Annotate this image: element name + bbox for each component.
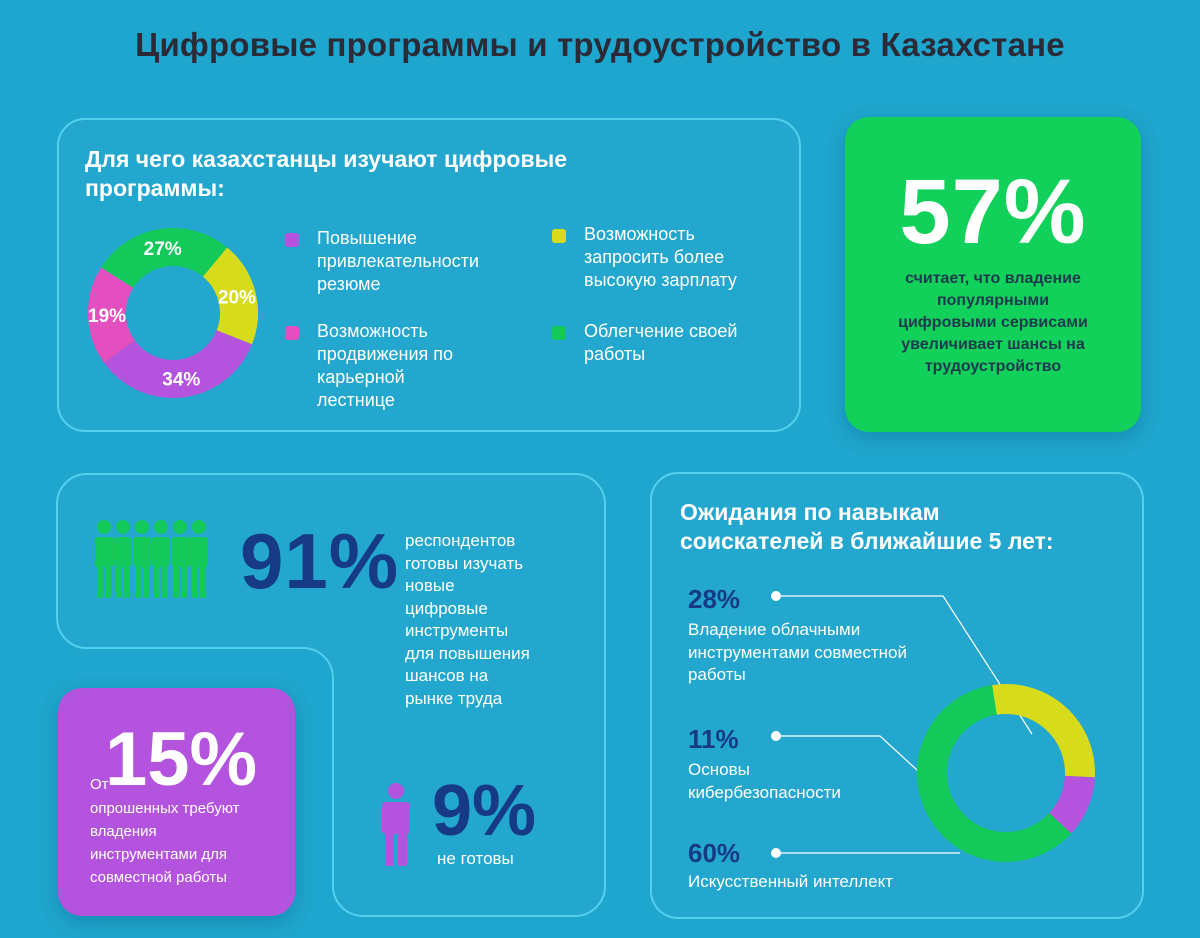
purple-stat-prefix: От (90, 776, 109, 793)
green-text-line: популярными (936, 292, 1050, 309)
person-figure (171, 520, 189, 598)
green-text-line: увеличивает шансы на (901, 336, 1085, 353)
purpose-heading-line2: программы: (85, 175, 225, 201)
not-ready-label: не готовы (437, 849, 514, 868)
person-figure (152, 520, 170, 598)
donut-slice (917, 685, 1072, 862)
legend-line: продвижения по (317, 344, 454, 364)
person-figure (133, 520, 151, 598)
skill-ai-pct: 60% (688, 838, 741, 868)
ready-text-line: готовы изучать (405, 553, 524, 573)
skill-cyber-label: Основы кибербезопасности (688, 759, 841, 804)
legend-line: резюме (317, 274, 381, 294)
legend-line: Повышение (317, 228, 417, 248)
donut-slice (1048, 775, 1095, 834)
donut-slice-label: 19% (88, 306, 126, 327)
purpose-panel (57, 118, 801, 432)
donut-slice (88, 267, 136, 363)
ready-text-line: рынке труда (405, 688, 503, 708)
people-group-icon (95, 520, 208, 598)
donut-slice (101, 228, 228, 289)
legend-line: карьерной (317, 367, 405, 387)
legend-line: высокую зарплату (584, 270, 737, 290)
ready-value: 91% (240, 517, 400, 605)
legend-line: Возможность (584, 224, 695, 244)
green-stat-card (845, 117, 1141, 432)
skill-label-line: Владение облачными (688, 620, 861, 639)
page-title: Цифровые программы и трудоустройство в К… (135, 26, 1065, 63)
person-figure (190, 520, 208, 598)
legend-label-salary: Возможность запросить более высокую зарп… (584, 223, 737, 292)
skill-cyber-pct: 11% (688, 724, 739, 754)
ready-text-line: цифровые (405, 598, 488, 618)
donut-slice (992, 684, 1095, 778)
skill-label-line: кибербезопасности (688, 782, 841, 802)
legend-line: запросить более (584, 247, 725, 267)
ready-text-line: шансов на (405, 666, 489, 685)
ready-text: респондентов готовы изучать новые цифров… (405, 530, 530, 710)
person-icon (382, 783, 410, 866)
legend-swatch-resume (285, 233, 299, 247)
green-stat-text: считает, что владение популярными цифров… (855, 268, 1131, 378)
donut-slice (104, 329, 253, 398)
skill-label-line: Основы (688, 760, 750, 779)
purple-stat-value: 15% (105, 717, 258, 802)
skills-heading: Ожидания по навыкам соискателей в ближай… (680, 498, 1054, 556)
legend-label-career: Возможность продвижения по карьерной лес… (317, 320, 453, 412)
legend-line: лестнице (317, 390, 395, 410)
skills-heading-line2: соискателей в ближайшие 5 лет: (680, 528, 1054, 554)
green-text-line: цифровыми сервисами (898, 314, 1088, 331)
skills-donut-chart (917, 684, 1095, 862)
donut-slice-label: 27% (144, 239, 182, 260)
skill-label-line: инструментами совместной (688, 642, 907, 662)
donut-slice (202, 247, 258, 345)
legend-line: Облегчение своей (584, 321, 738, 341)
skills-panel (650, 472, 1144, 919)
ready-text-line: респондентов (405, 531, 516, 550)
purple-text-line: инструментами для (90, 846, 228, 863)
legend-item-career: Возможность продвижения по карьерной лес… (285, 320, 453, 412)
green-text-line: трудоустройство (924, 358, 1062, 375)
legend-line: привлекательности (317, 251, 479, 271)
legend-swatch-ease (552, 326, 566, 340)
purpose-donut-chart: 34% 19% 27% 20% (88, 228, 258, 398)
skill-cloud-pct: 28% (688, 584, 741, 614)
legend-swatch-salary (552, 229, 566, 243)
skill-ai-label: Искусственный интеллект (688, 871, 893, 894)
skill-cloud-label: Владение облачными инструментами совмест… (688, 619, 907, 687)
not-ready-value: 9% (432, 771, 537, 851)
ready-text-line: для повышения (405, 643, 530, 663)
purple-text-line: опрошенных требуют (90, 800, 240, 817)
legend-label-resume: Повышение привлекательности резюме (317, 227, 479, 296)
legend-item-salary: Возможность запросить более высокую зарп… (552, 223, 737, 292)
purple-text-line: совместной работы (90, 869, 227, 886)
donut-slice-label: 34% (162, 369, 200, 390)
ready-text-line: новые (405, 576, 455, 595)
purpose-heading-line1: Для чего казахстанцы изучают цифровые (85, 146, 568, 172)
legend-line: работы (584, 344, 646, 364)
legend-item-resume: Повышение привлекательности резюме (285, 227, 479, 296)
ready-panel (55, 473, 606, 917)
green-stat-value: 57% (899, 161, 1087, 263)
skills-heading-line1: Ожидания по навыкам (680, 499, 940, 525)
green-text-line: считает, что владение (905, 270, 1081, 287)
skill-label-line: Искусственный интеллект (688, 872, 894, 891)
purple-stat-card (58, 688, 295, 916)
legend-swatch-career (285, 326, 299, 340)
legend-item-ease: Облегчение своей работы (552, 320, 737, 366)
donut-slice-label: 20% (218, 288, 256, 309)
legend-label-ease: Облегчение своей работы (584, 320, 737, 366)
skill-label-line: работы (688, 665, 746, 684)
purple-text-line: владения (90, 823, 157, 840)
person-figure (114, 520, 132, 598)
purpose-heading: Для чего казахстанцы изучают цифровые пр… (85, 145, 567, 203)
purple-stat-text: опрошенных требуют владения инструментам… (90, 797, 239, 889)
legend-line: Возможность (317, 321, 428, 341)
ready-text-line: инструменты (405, 621, 509, 640)
